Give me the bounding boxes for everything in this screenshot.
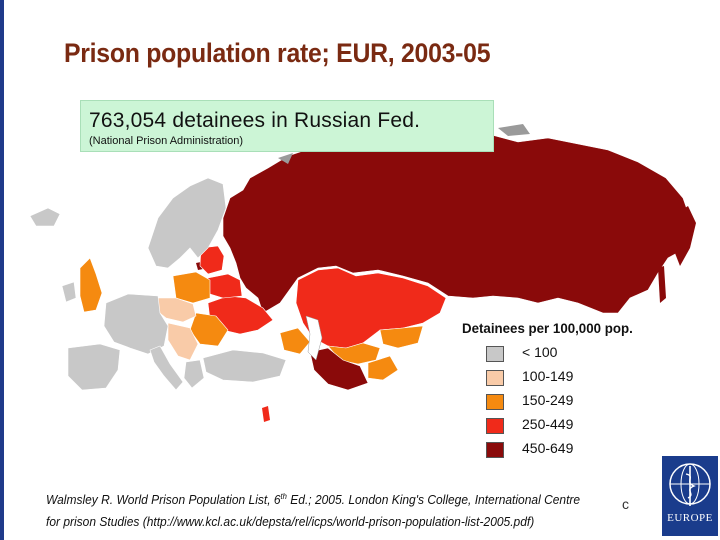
region-russia (222, 133, 691, 314)
region-italy (149, 345, 184, 391)
citation-line-2: for prison Studies (http://www.kcl.ac.uk… (46, 515, 535, 530)
region-caucasus (279, 327, 311, 355)
legend-swatch (486, 418, 504, 434)
citation-superscript: th (280, 492, 287, 501)
callout-source: (National Prison Administration) (89, 135, 244, 147)
europe-prison-rate-map (18, 98, 708, 478)
region-israel (262, 406, 270, 422)
region-iberia (67, 343, 121, 391)
legend-label: 150-249 (522, 392, 574, 408)
who-emblem-icon (669, 463, 711, 506)
region-western-europe (103, 293, 169, 355)
citation-text: Walmsley R. World Prison Population List… (46, 493, 281, 508)
legend-label: 250-449 (522, 416, 574, 432)
region-turkmenistan (309, 347, 369, 391)
region-belarus (207, 273, 243, 299)
region-kyrgyzstan (379, 325, 424, 349)
page-marker: c (622, 496, 629, 512)
legend-label: < 100 (522, 344, 558, 360)
legend-label: 450-649 (522, 440, 574, 456)
region-baltics (199, 245, 225, 275)
who-europe-logo: EUROPE (662, 456, 718, 536)
legend-swatch (486, 370, 504, 386)
region-sakhalin (658, 266, 666, 303)
region-caspian-sea (305, 315, 323, 361)
map-legend: Detainees per 100,000 pop. < 100 100-149… (462, 320, 682, 458)
region-poland (172, 271, 211, 304)
region-turkey (202, 349, 287, 383)
region-great-britain (79, 257, 103, 313)
region-balkans (167, 322, 199, 361)
callout-headline: 763,054 detainees in Russian Fed. (89, 109, 421, 132)
logo-region-text: EUROPE (667, 512, 713, 524)
region-arctic-islands (278, 124, 530, 164)
slide-title: Prison population rate; EUR, 2003-05 (64, 38, 491, 68)
legend-swatch (486, 394, 504, 410)
citation-text: Ed.; 2005. London King's College, Intern… (286, 493, 581, 508)
legend-swatch (486, 442, 504, 458)
legend-label: 100-149 (522, 368, 574, 384)
source-citation: Walmsley R. World Prison Population List… (46, 486, 580, 533)
callout-box: 763,054 detainees in Russian Fed. (Natio… (80, 100, 494, 152)
region-kamchatka (673, 206, 696, 266)
legend-title: Detainees per 100,000 pop. (462, 320, 633, 336)
region-iceland (29, 207, 61, 227)
region-scandinavia (147, 177, 227, 269)
slide-left-border (0, 0, 4, 540)
region-ireland (61, 281, 77, 303)
legend-swatch (486, 346, 504, 362)
region-greece (183, 359, 205, 389)
region-tajikistan (367, 355, 399, 381)
citation-line-1: Walmsley R. World Prison Population List… (46, 486, 580, 511)
